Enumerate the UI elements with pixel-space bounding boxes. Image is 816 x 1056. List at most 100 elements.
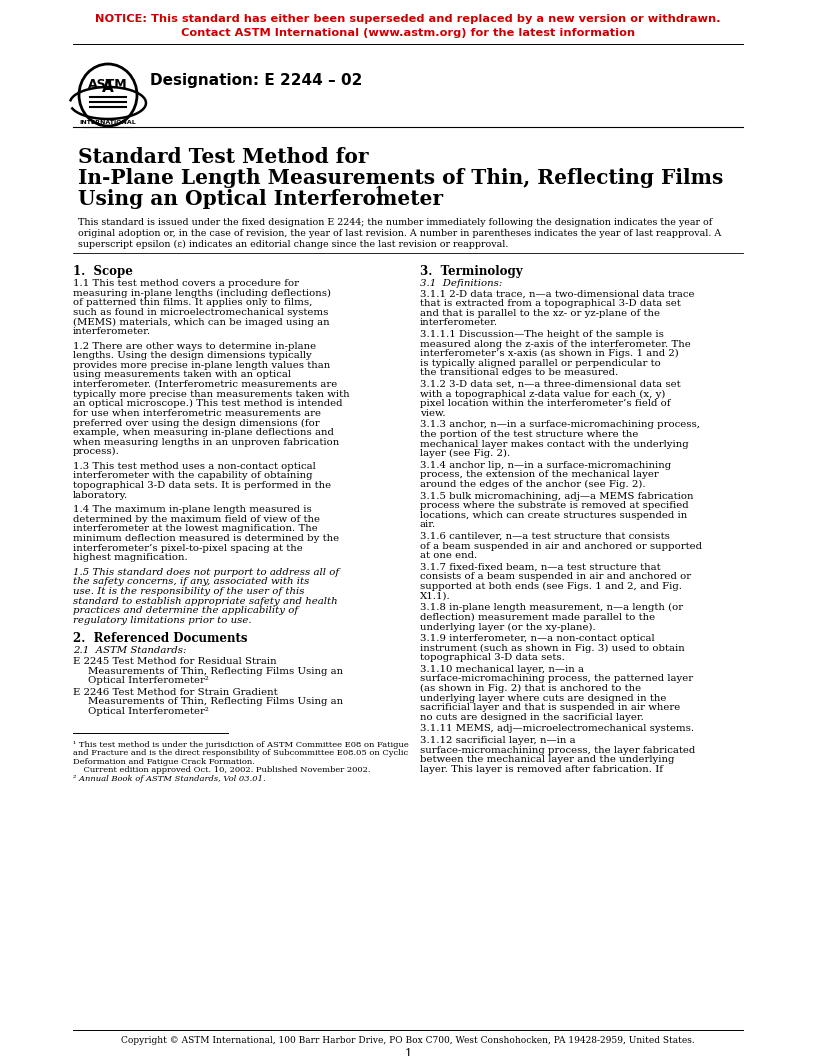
Text: highest magnification.: highest magnification. — [73, 553, 188, 562]
Text: A: A — [102, 79, 114, 94]
Text: view.: view. — [420, 409, 446, 418]
Text: minimum deflection measured is determined by the: minimum deflection measured is determine… — [73, 534, 339, 543]
Text: 3.1.11 MEMS, adj—microelectromechanical systems.: 3.1.11 MEMS, adj—microelectromechanical … — [420, 724, 694, 734]
Text: is typically aligned parallel or perpendicular to: is typically aligned parallel or perpend… — [420, 359, 661, 367]
Text: topographical 3-D data sets.: topographical 3-D data sets. — [420, 654, 565, 662]
Text: use. It is the responsibility of the user of this: use. It is the responsibility of the use… — [73, 587, 304, 596]
Text: 3.1.7 fixed-fixed beam, n—a test structure that: 3.1.7 fixed-fixed beam, n—a test structu… — [420, 563, 661, 571]
Text: 3.1.4 anchor lip, n—in a surface-micromachining: 3.1.4 anchor lip, n—in a surface-microma… — [420, 460, 671, 470]
Text: laboratory.: laboratory. — [73, 491, 128, 499]
Text: original adoption or, in the case of revision, the year of last revision. A numb: original adoption or, in the case of rev… — [78, 229, 721, 238]
Text: 1.1 This test method covers a procedure for: 1.1 This test method covers a procedure … — [73, 279, 299, 288]
Text: preferred over using the design dimensions (for: preferred over using the design dimensio… — [73, 418, 320, 428]
Text: 3.1.1.1 Discussion—The height of the sample is: 3.1.1.1 Discussion—The height of the sam… — [420, 331, 664, 339]
Text: interferometer.: interferometer. — [73, 327, 151, 336]
Text: deflection) measurement made parallel to the: deflection) measurement made parallel to… — [420, 612, 655, 622]
Text: Optical Interferometer²: Optical Interferometer² — [88, 708, 209, 716]
Text: Copyright © ASTM International, 100 Barr Harbor Drive, PO Box C700, West Conshoh: Copyright © ASTM International, 100 Barr… — [121, 1036, 695, 1045]
Text: instrument (such as shown in Fig. 3) used to obtain: instrument (such as shown in Fig. 3) use… — [420, 643, 685, 653]
Text: consists of a beam suspended in air and anchored or: consists of a beam suspended in air and … — [420, 572, 691, 582]
Text: 3.1  Definitions:: 3.1 Definitions: — [420, 279, 503, 288]
Text: using measurements taken with an optical: using measurements taken with an optical — [73, 371, 291, 379]
Text: 3.1.8 in-plane length measurement, n—a length (or: 3.1.8 in-plane length measurement, n—a l… — [420, 603, 683, 612]
Text: example, when measuring in-plane deflections and: example, when measuring in-plane deflect… — [73, 428, 334, 437]
Text: of patterned thin films. It applies only to films,: of patterned thin films. It applies only… — [73, 298, 313, 307]
Text: topographical 3-D data sets. It is performed in the: topographical 3-D data sets. It is perfo… — [73, 480, 331, 490]
Text: 3.1.6 cantilever, n—a test structure that consists: 3.1.6 cantilever, n—a test structure tha… — [420, 532, 670, 541]
Text: Measurements of Thin, Reflecting Films Using an: Measurements of Thin, Reflecting Films U… — [88, 697, 343, 706]
Text: pixel location within the interferometer’s field of: pixel location within the interferometer… — [420, 399, 671, 409]
Text: ¹ This test method is under the jurisdiction of ASTM Committee E08 on Fatigue: ¹ This test method is under the jurisdic… — [73, 740, 409, 749]
Text: and Fracture and is the direct responsibility of Subcommittee E08.05 on Cyclic: and Fracture and is the direct responsib… — [73, 749, 408, 757]
Text: layer (see Fig. 2).: layer (see Fig. 2). — [420, 449, 510, 458]
Text: In-Plane Length Measurements of Thin, Reflecting Films: In-Plane Length Measurements of Thin, Re… — [78, 168, 723, 188]
Text: determined by the maximum field of view of the: determined by the maximum field of view … — [73, 515, 320, 524]
Text: such as found in microelectromechanical systems: such as found in microelectromechanical … — [73, 307, 328, 317]
Text: air.: air. — [420, 521, 437, 529]
Text: interferometer’s pixel-to-pixel spacing at the: interferometer’s pixel-to-pixel spacing … — [73, 544, 303, 552]
Text: 3.1.9 interferometer, n—a non-contact optical: 3.1.9 interferometer, n—a non-contact op… — [420, 634, 654, 643]
Text: provides more precise in-plane length values than: provides more precise in-plane length va… — [73, 361, 330, 370]
Text: layer. This layer is removed after fabrication. If: layer. This layer is removed after fabri… — [420, 765, 663, 774]
Text: at one end.: at one end. — [420, 551, 477, 560]
Text: no cuts are designed in the sacrificial layer.: no cuts are designed in the sacrificial … — [420, 713, 644, 722]
Text: 3.1.10 mechanical layer, n—in a: 3.1.10 mechanical layer, n—in a — [420, 665, 584, 674]
Text: and that is parallel to the xz- or yz-plane of the: and that is parallel to the xz- or yz-pl… — [420, 308, 660, 318]
Text: the portion of the test structure where the: the portion of the test structure where … — [420, 430, 638, 439]
Text: surface-micromachining process, the layer fabricated: surface-micromachining process, the laye… — [420, 746, 695, 755]
Text: locations, which can create structures suspended in: locations, which can create structures s… — [420, 511, 687, 520]
Text: interferometer.: interferometer. — [420, 319, 498, 327]
Text: ASTM: ASTM — [88, 78, 128, 92]
Text: 2.1  ASTM Standards:: 2.1 ASTM Standards: — [73, 646, 186, 656]
Text: (MEMS) materials, which can be imaged using an: (MEMS) materials, which can be imaged us… — [73, 318, 330, 326]
Text: sacrificial layer and that is suspended in air where: sacrificial layer and that is suspended … — [420, 703, 681, 712]
Text: 3.1.5 bulk micromachining, adj—a MEMS fabrication: 3.1.5 bulk micromachining, adj—a MEMS fa… — [420, 492, 694, 501]
Text: interferometer with the capability of obtaining: interferometer with the capability of ob… — [73, 471, 313, 480]
Text: interferometer at the lowest magnification. The: interferometer at the lowest magnificati… — [73, 525, 317, 533]
Text: ² Annual Book of ASTM Standards, Vol 03.01.: ² Annual Book of ASTM Standards, Vol 03.… — [73, 775, 266, 782]
Text: 1.  Scope: 1. Scope — [73, 265, 133, 278]
Text: 1: 1 — [404, 1048, 412, 1056]
Text: with a topographical z-data value for each (x, y): with a topographical z-data value for ea… — [420, 390, 665, 399]
Text: 1.3 This test method uses a non-contact optical: 1.3 This test method uses a non-contact … — [73, 461, 316, 471]
Text: E 2245 Test Method for Residual Strain: E 2245 Test Method for Residual Strain — [73, 657, 277, 666]
Text: measuring in-plane lengths (including deflections): measuring in-plane lengths (including de… — [73, 288, 331, 298]
Text: superscript epsilon (ε) indicates an editorial change since the last revision or: superscript epsilon (ε) indicates an edi… — [78, 240, 508, 249]
Text: Deformation and Fatigue Crack Formation.: Deformation and Fatigue Crack Formation. — [73, 757, 255, 766]
Text: interferometer’s x-axis (as shown in Figs. 1 and 2): interferometer’s x-axis (as shown in Fig… — [420, 350, 679, 358]
Text: underlying layer (or the xy-plane).: underlying layer (or the xy-plane). — [420, 622, 596, 631]
Text: E 2246 Test Method for Strain Gradient: E 2246 Test Method for Strain Gradient — [73, 687, 277, 697]
Text: typically more precise than measurements taken with: typically more precise than measurements… — [73, 390, 349, 398]
Text: standard to establish appropriate safety and health: standard to establish appropriate safety… — [73, 597, 338, 605]
Text: supported at both ends (see Figs. 1 and 2, and Fig.: supported at both ends (see Figs. 1 and … — [420, 582, 682, 591]
Text: of a beam suspended in air and anchored or supported: of a beam suspended in air and anchored … — [420, 542, 702, 550]
Text: surface-micromachining process, the patterned layer: surface-micromachining process, the patt… — [420, 675, 693, 683]
Text: practices and determine the applicability of: practices and determine the applicabilit… — [73, 606, 298, 616]
Text: underlying layer where cuts are designed in the: underlying layer where cuts are designed… — [420, 694, 667, 702]
Text: INTERNATIONAL: INTERNATIONAL — [80, 120, 136, 126]
Text: Contact ASTM International (www.astm.org) for the latest information: Contact ASTM International (www.astm.org… — [181, 29, 635, 38]
Text: an optical microscope.) This test method is intended: an optical microscope.) This test method… — [73, 399, 343, 409]
Text: that is extracted from a topographical 3-D data set: that is extracted from a topographical 3… — [420, 299, 681, 308]
Text: for use when interferometric measurements are: for use when interferometric measurement… — [73, 409, 321, 418]
Text: measured along the z-axis of the interferometer. The: measured along the z-axis of the interfe… — [420, 340, 691, 348]
Text: mechanical layer makes contact with the underlying: mechanical layer makes contact with the … — [420, 439, 689, 449]
Text: process where the substrate is removed at specified: process where the substrate is removed a… — [420, 502, 689, 510]
Text: process, the extension of the mechanical layer: process, the extension of the mechanical… — [420, 470, 659, 479]
Text: Standard Test Method for: Standard Test Method for — [78, 147, 369, 167]
Text: This standard is issued under the fixed designation E 2244; the number immediate: This standard is issued under the fixed … — [78, 218, 712, 227]
Text: process).: process). — [73, 447, 120, 456]
Text: Optical Interferometer²: Optical Interferometer² — [88, 676, 209, 685]
Text: 3.1.12 sacrificial layer, n—in a: 3.1.12 sacrificial layer, n—in a — [420, 736, 575, 744]
Text: between the mechanical layer and the underlying: between the mechanical layer and the und… — [420, 755, 674, 765]
Text: around the edges of the anchor (see Fig. 2).: around the edges of the anchor (see Fig.… — [420, 480, 645, 489]
Text: 1.2 There are other ways to determine in-plane: 1.2 There are other ways to determine in… — [73, 341, 316, 351]
Text: Measurements of Thin, Reflecting Films Using an: Measurements of Thin, Reflecting Films U… — [88, 666, 343, 676]
Text: 1.4 The maximum in-plane length measured is: 1.4 The maximum in-plane length measured… — [73, 505, 312, 514]
Text: 3.1.3 anchor, n—in a surface-micromachining process,: 3.1.3 anchor, n—in a surface-micromachin… — [420, 420, 700, 430]
Text: 3.1.1 2-D data trace, n—a two-dimensional data trace: 3.1.1 2-D data trace, n—a two-dimensiona… — [420, 289, 694, 299]
Text: 2.  Referenced Documents: 2. Referenced Documents — [73, 633, 247, 645]
Text: lengths. Using the design dimensions typically: lengths. Using the design dimensions typ… — [73, 352, 312, 360]
Text: X1.1).: X1.1). — [420, 591, 450, 601]
Text: the transitional edges to be measured.: the transitional edges to be measured. — [420, 369, 619, 377]
